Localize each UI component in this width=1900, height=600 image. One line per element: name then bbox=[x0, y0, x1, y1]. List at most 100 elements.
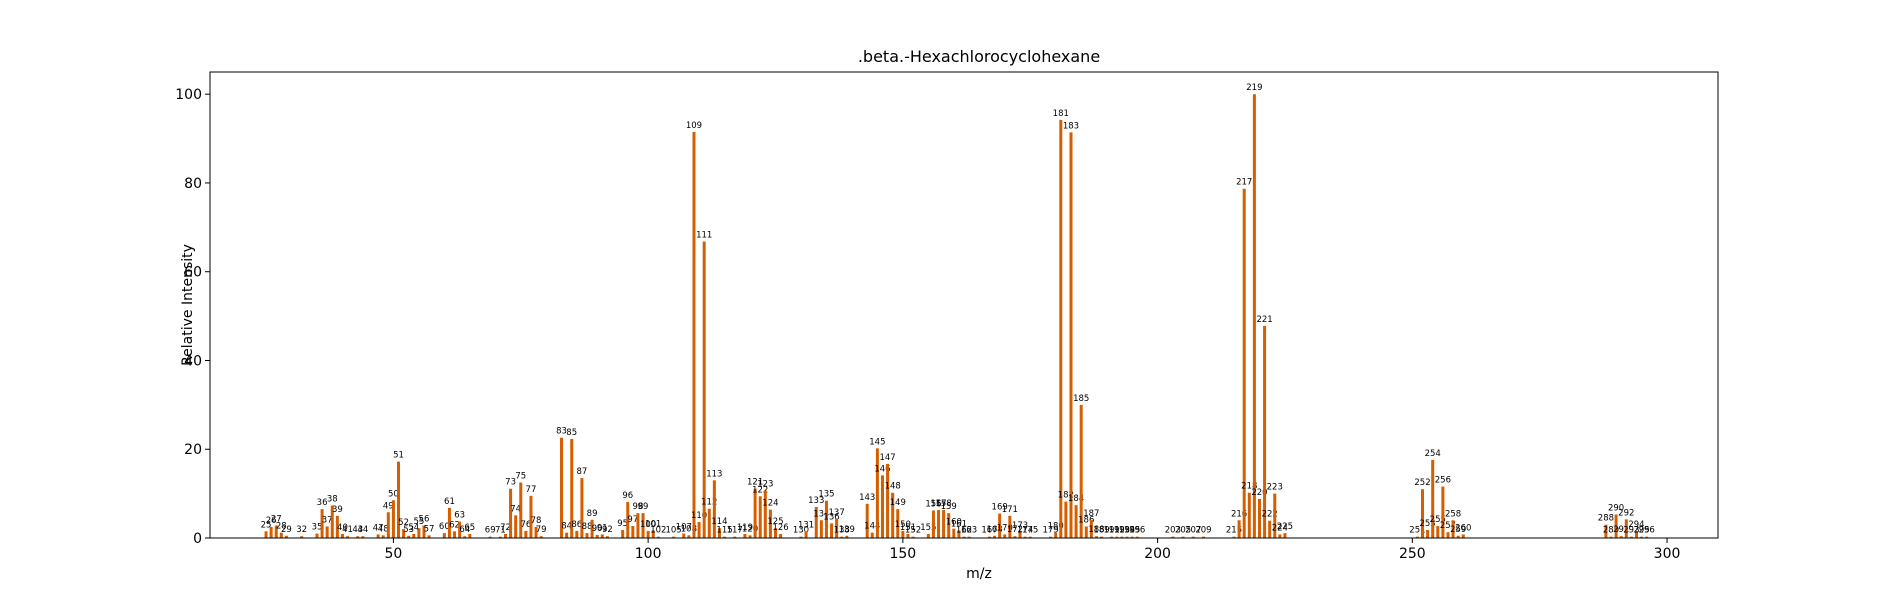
spectrum-bar bbox=[1421, 489, 1425, 538]
spectrum-bar bbox=[840, 536, 844, 538]
peak-label: 223 bbox=[1267, 483, 1283, 493]
peak-label: 100 bbox=[640, 520, 656, 530]
spectrum-bar bbox=[651, 530, 655, 538]
peak-label: 157 bbox=[930, 499, 946, 509]
peak-label: 29 bbox=[281, 525, 292, 535]
spectrum-bar bbox=[1431, 459, 1435, 538]
peak-label: 120 bbox=[742, 524, 758, 534]
peak-label: 39 bbox=[332, 505, 343, 515]
spectrum-bar bbox=[926, 534, 930, 538]
y-tick-label: 60 bbox=[184, 265, 202, 281]
peak-label: 260 bbox=[1455, 523, 1471, 533]
spectrum-bar bbox=[707, 508, 711, 538]
peak-label: 167 bbox=[981, 526, 997, 536]
spectrum-bar bbox=[743, 534, 747, 538]
peak-label: 215 bbox=[1226, 526, 1242, 536]
peak-label: 72 bbox=[500, 523, 511, 533]
peak-label: 288 bbox=[1598, 514, 1614, 524]
peak-label: 172 bbox=[1007, 525, 1023, 535]
spectrum-bar bbox=[931, 510, 935, 538]
peak-label: 54 bbox=[408, 523, 419, 533]
spectrum-bar bbox=[279, 532, 283, 538]
peak-label: 150 bbox=[895, 520, 911, 530]
spectrum-bar bbox=[819, 520, 823, 538]
peak-label: 253 bbox=[1419, 519, 1435, 529]
peak-label: 92 bbox=[602, 525, 613, 535]
peak-label: 169 bbox=[992, 503, 1008, 513]
peak-label: 126 bbox=[772, 523, 788, 533]
spectrum-bar bbox=[330, 505, 334, 538]
spectrum-bar bbox=[656, 536, 660, 538]
peak-label: 115 bbox=[716, 526, 732, 536]
spectrum-bar bbox=[335, 515, 339, 538]
spectrum-bar bbox=[463, 536, 467, 538]
y-tick-label: 20 bbox=[184, 442, 202, 458]
chart-title: .beta.-Hexachlorocyclohexane bbox=[858, 47, 1100, 66]
spectrum-bar bbox=[442, 533, 446, 538]
x-axis-label: m/z bbox=[966, 566, 992, 582]
spectrum-bar bbox=[1074, 505, 1078, 538]
spectrum-bar bbox=[687, 535, 691, 538]
peak-label: 37 bbox=[322, 515, 333, 525]
spectrum-bar bbox=[712, 480, 716, 538]
spectrum-bar bbox=[570, 439, 574, 538]
peak-label: 293 bbox=[1623, 526, 1639, 536]
spectrum-bar bbox=[560, 437, 564, 538]
peak-label: 85 bbox=[566, 428, 577, 438]
spectrum-bar bbox=[412, 534, 416, 538]
peak-label: 40 bbox=[337, 523, 348, 533]
peak-label: 61 bbox=[444, 497, 455, 507]
spectrum-bar bbox=[998, 513, 1002, 538]
spectrum-bar bbox=[1436, 526, 1440, 538]
spectrum-bar bbox=[1181, 536, 1185, 538]
peak-label: 44 bbox=[357, 525, 368, 535]
peak-label: 119 bbox=[737, 523, 753, 533]
peak-label: 101 bbox=[645, 519, 661, 529]
peak-label: 53 bbox=[403, 525, 414, 535]
x-tick-label: 250 bbox=[1399, 546, 1426, 562]
spectrum-bar bbox=[264, 531, 268, 538]
spectrum-bar bbox=[269, 526, 273, 538]
peak-label: 88 bbox=[582, 522, 593, 532]
peak-label: 55 bbox=[413, 517, 424, 527]
spectrum-bar bbox=[967, 536, 971, 538]
spectrum-bar bbox=[891, 492, 895, 538]
spectrum-bar bbox=[1110, 536, 1114, 538]
spectrum-bar bbox=[1634, 530, 1638, 538]
spectrum-bar bbox=[1100, 536, 1104, 538]
peak-label: 257 bbox=[1440, 521, 1456, 531]
peak-label: 185 bbox=[1073, 394, 1089, 404]
spectrum-bar bbox=[1257, 498, 1261, 538]
spectrum-bar bbox=[626, 502, 630, 538]
spectrum-bar bbox=[1028, 536, 1032, 538]
spectrum-bar bbox=[774, 528, 777, 538]
peak-label: 77 bbox=[526, 485, 537, 495]
spectrum-bar bbox=[509, 488, 513, 538]
spectrum-bar bbox=[1446, 532, 1450, 538]
peak-label: 43 bbox=[352, 525, 363, 535]
spectrum-bar bbox=[906, 534, 910, 538]
spectrum-bar bbox=[962, 536, 966, 538]
peak-label: 290 bbox=[1608, 503, 1624, 513]
peak-label: 219 bbox=[1246, 83, 1262, 93]
spectrum-bar bbox=[361, 536, 365, 538]
spectrum-bar bbox=[1629, 536, 1633, 538]
spectrum-bar bbox=[346, 536, 350, 538]
spectrum-bar bbox=[1171, 536, 1175, 538]
peak-label: 174 bbox=[1017, 526, 1033, 536]
spectrum-bar bbox=[386, 512, 390, 538]
spectrum-bar bbox=[402, 529, 406, 538]
spectrum-bar bbox=[875, 448, 879, 538]
spectrum-bar bbox=[621, 530, 625, 538]
spectrum-bar bbox=[1614, 514, 1618, 538]
peak-label: 182 bbox=[1058, 491, 1074, 501]
peak-label: 110 bbox=[691, 511, 707, 521]
peak-label: 98 bbox=[633, 502, 644, 512]
peak-label: 196 bbox=[1129, 526, 1145, 536]
spectrum-bar bbox=[993, 535, 997, 538]
peak-label: 258 bbox=[1445, 509, 1461, 519]
peak-label: 207 bbox=[1185, 526, 1201, 536]
peak-label: 69 bbox=[485, 526, 496, 536]
peak-label: 26 bbox=[266, 516, 277, 526]
